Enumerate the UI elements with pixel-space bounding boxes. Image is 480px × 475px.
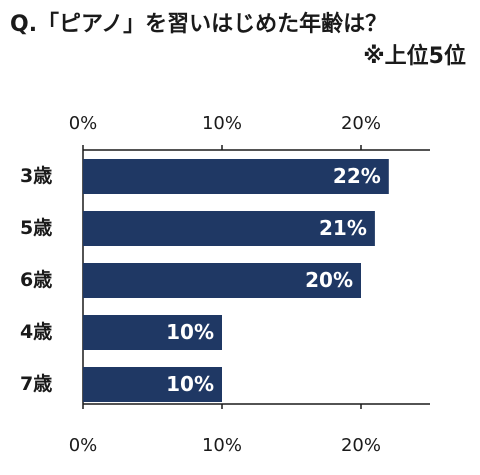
x-tick-label-bottom: 0% (69, 435, 98, 456)
x-tick-label-top: 20% (341, 113, 381, 134)
x-tick-label-top: 0% (69, 113, 98, 134)
category-label: 7歳 (20, 373, 52, 395)
bar (83, 211, 375, 246)
bar (83, 367, 222, 402)
x-tick-label-top: 10% (202, 113, 242, 134)
bar-value-label: 21% (319, 216, 367, 240)
bar-value-label: 22% (333, 164, 381, 188)
category-label: 3歳 (20, 165, 52, 187)
x-tick-label-bottom: 10% (202, 435, 242, 456)
bar (83, 263, 361, 298)
bar (83, 159, 389, 194)
chart-title: Q.「ピアノ」を習いはじめた年齢は？ (10, 12, 388, 37)
category-label: 4歳 (20, 321, 52, 343)
bar-value-label: 20% (305, 268, 353, 292)
bar-value-label: 10% (166, 320, 214, 344)
x-tick-label-bottom: 20% (341, 435, 381, 456)
category-label: 6歳 (20, 269, 52, 291)
bar (83, 315, 222, 350)
bar-value-label: 10% (166, 372, 214, 396)
chart-subtitle: ※上位5位 (363, 44, 466, 69)
category-label: 5歳 (20, 217, 52, 239)
